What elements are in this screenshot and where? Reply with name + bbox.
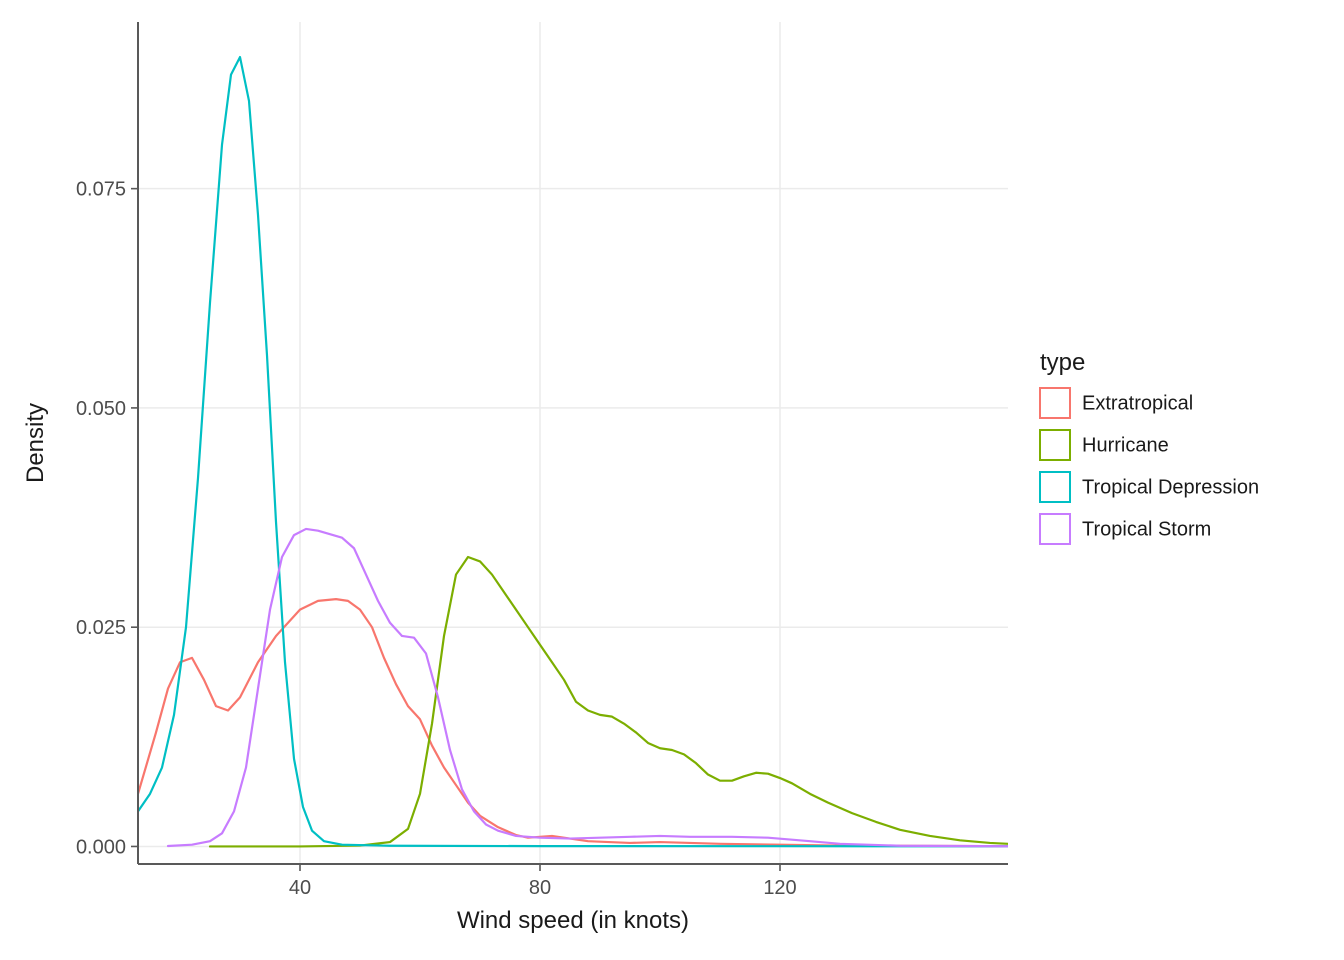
legend-label: Tropical Storm (1082, 519, 1211, 541)
y-tick-label: 0.000 (76, 836, 126, 858)
y-tick-label: 0.075 (76, 179, 126, 201)
chart-svg: 40 80 120 0.000 0.025 0.050 0.075 Wind speed (i… (0, 0, 1344, 960)
x-axis-label: Wind speed (in knots) (457, 907, 689, 934)
density-chart: 40 80 120 0.000 0.025 0.050 0.075 Wind speed (i… (0, 0, 1344, 960)
legend-label: Hurricane (1082, 435, 1169, 457)
legend-label: Tropical Depression (1082, 477, 1259, 499)
legend-label: Extratropical (1082, 393, 1193, 415)
x-tick-label: 40 (289, 877, 311, 899)
x-tick-label: 120 (763, 877, 796, 899)
legend-title: type (1040, 349, 1085, 376)
y-axis-label: Density (22, 403, 49, 483)
y-tick-label: 0.025 (76, 617, 126, 639)
x-tick-label: 80 (529, 877, 551, 899)
y-tick-label: 0.050 (76, 398, 126, 420)
